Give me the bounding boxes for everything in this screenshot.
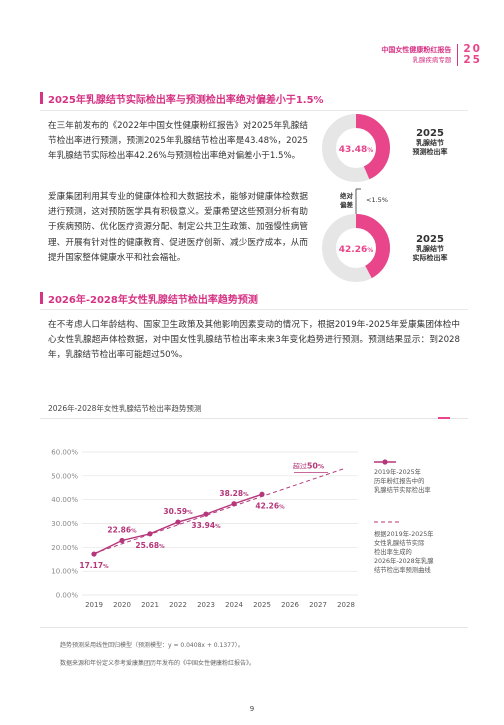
actual-year: 2025 xyxy=(416,234,444,245)
x-tick-label: 2027 xyxy=(309,601,327,609)
prediction-line xyxy=(93,467,347,554)
legend-predicted-text: 女性乳腺结节实际 xyxy=(374,538,424,547)
section2-title: 2026年-2028年女性乳腺结节检出率趋势预测 xyxy=(48,295,258,306)
data-label: 25.68% xyxy=(135,541,165,550)
legend-predicted-text: 结节检出率预测曲线 xyxy=(374,565,431,574)
section1-marker xyxy=(40,92,43,104)
footnote-divider xyxy=(40,627,468,628)
legend-predicted-text: 检出率生成的 xyxy=(374,547,412,556)
section1-title: 2025年乳腺结节实际检出率与预测检出率绝对偏差小于1.5% xyxy=(48,95,324,106)
header-year-top: 20 xyxy=(463,43,482,55)
donut-actual-value: 42.26% xyxy=(339,245,373,255)
chart-title: 2026年-2028年女性乳腺结节检出率趋势预测 xyxy=(48,404,202,413)
data-point xyxy=(175,519,181,525)
y-tick-label: 60.00% xyxy=(51,449,78,457)
y-tick-label: 30.00% xyxy=(51,520,78,528)
header-text: 中国女性健康粉红报告 乳腺疾病专题 xyxy=(381,45,451,65)
y-tick-label: 40.00% xyxy=(51,496,78,504)
section2-paragraph: 在不考虑人口年龄结构、国家卫生政策及其他影响因素变动的情况下，根据2019年-2… xyxy=(48,320,460,361)
annotation-label: 超过50% xyxy=(293,462,324,471)
data-label: 33.94% xyxy=(191,521,221,530)
x-tick-label: 2019 xyxy=(85,601,103,609)
deviation-value: <1.5% xyxy=(366,196,388,204)
predicted-desc-2: 预测检出率 xyxy=(412,148,448,156)
y-tick-label: 10.00% xyxy=(51,568,78,576)
actual-label: 2025 乳腺结节 实际检出率 xyxy=(400,234,460,263)
chart-annotation: 超过50% xyxy=(293,462,328,473)
legend-predicted-text: 2026年-2028年乳腺 xyxy=(374,556,434,565)
data-point xyxy=(91,551,97,557)
x-tick-label: 2028 xyxy=(337,601,355,609)
header-subtitle: 乳腺疾病专题 xyxy=(412,56,452,64)
header-divider xyxy=(457,44,459,66)
y-tick-label: 0.00% xyxy=(56,592,79,600)
legend-actual-text: 历年粉红报告中的 xyxy=(374,476,424,485)
section2-marker xyxy=(40,292,43,304)
section1-paragraph-2: 爱康集团利用其专业的健康体检和大数据技术，能够对健康体检数据进行预测，这对预防医… xyxy=(48,192,308,263)
chart-data-labels: 17.17% 22.86% 25.68% 30.59% 33.94% 38.28% 42.2… xyxy=(79,489,285,570)
donut-predicted: 43.48% xyxy=(322,114,390,182)
header-title: 中国女性健康粉红报告 xyxy=(381,46,452,54)
y-tick-label: 50.00% xyxy=(51,472,78,480)
footnote-2: 数据来源和年份定义参考爱康集团历年发布的《中国女性健康粉红报告》。 xyxy=(60,660,256,667)
chart-title-divider xyxy=(40,418,468,419)
data-label: 17.17% xyxy=(79,561,109,570)
x-tick-label: 2021 xyxy=(141,601,159,609)
x-tick-label: 2025 xyxy=(253,601,271,609)
chart-points xyxy=(91,491,265,557)
y-tick-label: 20.00% xyxy=(51,544,78,552)
predicted-desc-1: 乳腺结节 xyxy=(416,139,444,147)
x-tick-label: 2026 xyxy=(281,601,299,609)
footnote-1: 趋势预测采用线性回归模型（预测模型：y = 0.0408x + 0.1377）。 xyxy=(60,642,244,649)
donut-predicted-arc xyxy=(322,114,390,182)
donut-predicted-value: 43.48% xyxy=(339,145,373,155)
deviation-graphic: 43.48% 绝对 偏差 <1.5% 42.26% xyxy=(322,114,390,282)
x-tick-label: 2022 xyxy=(169,601,187,609)
chart-y-ticks: 0.00% 10.00% 20.00% 30.00% 40.00% 50.00% 60.00… xyxy=(51,449,78,600)
donut-actual: 42.26% xyxy=(322,214,390,282)
deviation-label-2: 偏差 xyxy=(340,200,354,209)
predicted-year: 2025 xyxy=(416,128,444,139)
donut-actual-arc xyxy=(322,214,390,282)
data-point xyxy=(231,501,237,507)
x-tick-label: 2024 xyxy=(225,601,243,609)
data-label: 22.86% xyxy=(107,526,137,535)
legend-actual-text: 2019年-2025年 xyxy=(374,467,421,476)
section2-divider xyxy=(40,309,468,310)
data-label: 42.26% xyxy=(255,501,285,510)
chart-gridlines xyxy=(82,451,358,596)
data-point xyxy=(259,491,265,497)
chart-title-accent xyxy=(438,417,450,419)
deviation-label-1: 绝对 xyxy=(340,191,354,200)
legend-solid-marker xyxy=(382,459,388,465)
actual-desc-1: 乳腺结节 xyxy=(416,245,444,253)
data-point xyxy=(147,531,153,537)
data-point xyxy=(203,511,209,517)
header-year-bottom: 25 xyxy=(463,54,482,66)
chart-legend: 2019年-2025年历年粉红报告中的乳腺结节实际检出率根据2019年-2025… xyxy=(374,459,434,574)
x-tick-label: 2020 xyxy=(113,601,131,609)
legend-actual-text: 乳腺结节实际检出率 xyxy=(374,485,431,494)
data-label: 30.59% xyxy=(163,507,193,516)
chart-x-ticks: 2019 2020 2021 2022 2023 2024 2025 2026 2027 2028 xyxy=(85,601,355,609)
page-number: 9 xyxy=(249,705,255,713)
x-tick-label: 2023 xyxy=(197,601,215,609)
trend-chart: 0.00% 10.00% 20.00% 30.00% 40.00% 50.00% 60.00… xyxy=(51,449,434,610)
data-point xyxy=(119,537,125,544)
section1-divider xyxy=(40,110,468,111)
data-label: 38.28% xyxy=(219,489,249,498)
deviation-indicator: 绝对 偏差 <1.5% xyxy=(340,188,388,216)
report-header: 中国女性健康粉红报告 乳腺疾病专题 20 25 xyxy=(381,44,482,66)
legend-predicted-text: 根据2019年-2025年 xyxy=(374,529,434,538)
chart-lines xyxy=(93,467,347,555)
actual-desc-2: 实际检出率 xyxy=(412,254,448,262)
section1-paragraph-1: 在三年前发布的《2022年中国女性健康粉红报告》对2025年乳腺结节检出率进行预… xyxy=(48,121,308,162)
predicted-label: 2025 乳腺结节 预测检出率 xyxy=(400,128,460,157)
header-year: 20 25 xyxy=(463,44,482,66)
